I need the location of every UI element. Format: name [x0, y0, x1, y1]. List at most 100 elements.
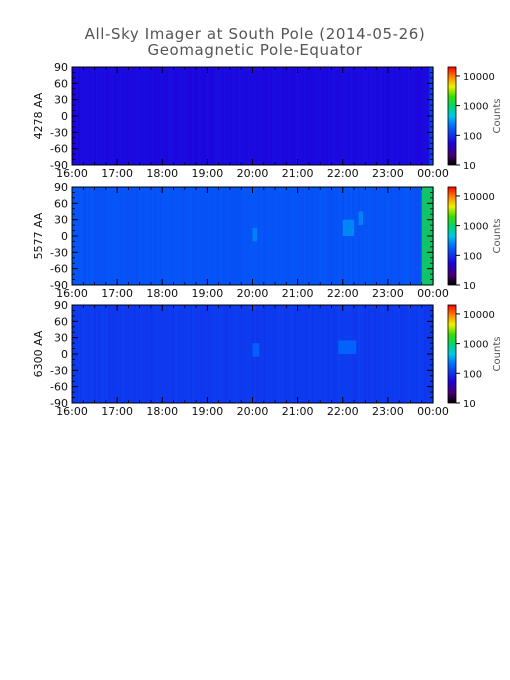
- heatmap-column: [270, 187, 272, 285]
- heatmap-column: [236, 67, 238, 165]
- heatmap-column: [284, 305, 286, 403]
- heatmap-column: [116, 187, 118, 285]
- heatmap-column: [188, 187, 190, 285]
- heatmap-column: [372, 67, 374, 165]
- heatmap-column: [198, 67, 200, 165]
- x-tick-label: 16:00: [56, 167, 88, 180]
- heatmap-column: [378, 305, 380, 403]
- heatmap-column: [94, 67, 96, 165]
- heatmap-column: [370, 187, 372, 285]
- heatmap-column: [296, 305, 298, 403]
- heatmap-column: [424, 67, 426, 165]
- heatmap-column: [172, 187, 174, 285]
- heatmap-column: [188, 305, 190, 403]
- heatmap-column: [90, 305, 92, 403]
- heatmap-column: [312, 67, 314, 165]
- heatmap-column: [114, 305, 116, 403]
- heatmap-column: [272, 305, 274, 403]
- heatmap-column: [420, 67, 422, 165]
- heatmap-column: [178, 305, 180, 403]
- heatmap-column: [252, 67, 254, 165]
- heatmap-column: [292, 305, 294, 403]
- heatmap-column: [98, 305, 100, 403]
- heatmap-column: [312, 187, 314, 285]
- heatmap-column: [224, 67, 226, 165]
- heatmap-column: [116, 67, 118, 165]
- heatmap-column: [326, 305, 328, 403]
- y-tick-label: 60: [54, 315, 68, 328]
- heatmap-column: [360, 67, 362, 165]
- heatmap-column: [392, 187, 394, 285]
- heatmap-column: [338, 67, 340, 165]
- heatmap-column: [112, 305, 114, 403]
- heatmap-column: [134, 187, 136, 285]
- heatmap-column: [158, 305, 160, 403]
- heatmap-column: [390, 67, 392, 165]
- y-tick-label: 90: [54, 61, 68, 74]
- heatmap-column: [418, 187, 420, 285]
- heatmap-column: [246, 67, 248, 165]
- heatmap-column: [134, 67, 136, 165]
- heatmap-column: [234, 187, 236, 285]
- heatmap-column: [142, 187, 144, 285]
- heatmap-column: [138, 305, 140, 403]
- heatmap-column: [310, 187, 312, 285]
- heatmap-column: [370, 67, 372, 165]
- heatmap-column: [272, 187, 274, 285]
- heatmap-column: [366, 67, 368, 165]
- heatmap-column: [316, 305, 318, 403]
- heatmap-column: [100, 187, 102, 285]
- heatmap-column: [220, 67, 222, 165]
- heatmap-column: [212, 187, 214, 285]
- heatmap-column: [350, 67, 352, 165]
- heatmap-column: [412, 187, 414, 285]
- heatmap-column: [148, 305, 150, 403]
- y-tick-label: 60: [54, 197, 68, 210]
- heatmap-column: [208, 305, 210, 403]
- heatmap-column: [184, 187, 186, 285]
- heatmap-column: [402, 67, 404, 165]
- heatmap-column: [94, 305, 96, 403]
- colorbar-tick-label: 100: [463, 251, 482, 262]
- heatmap-column: [340, 187, 342, 285]
- heatmap-column: [250, 305, 252, 403]
- heatmap-column: [156, 67, 158, 165]
- heatmap-column: [312, 305, 314, 403]
- heatmap-column: [386, 67, 388, 165]
- heatmap-column: [276, 305, 278, 403]
- heatmap-column: [226, 67, 228, 165]
- heatmap-column: [186, 187, 188, 285]
- heatmap-column: [112, 187, 114, 285]
- heatmap-column: [212, 67, 214, 165]
- heatmap-column: [236, 305, 238, 403]
- heatmap-column: [378, 67, 380, 165]
- heatmap-column: [416, 305, 418, 403]
- heatmap-column: [390, 187, 392, 285]
- heatmap-column: [282, 67, 284, 165]
- heatmap-column: [220, 187, 222, 285]
- heatmap-column: [110, 187, 112, 285]
- heatmap-column: [212, 305, 214, 403]
- heatmap-column: [136, 67, 138, 165]
- heatmap-column: [420, 305, 422, 403]
- heatmap-column: [366, 305, 368, 403]
- heatmap-column: [116, 305, 118, 403]
- heatmap-column: [276, 187, 278, 285]
- heatmap-column: [186, 305, 188, 403]
- heatmap-column: [280, 187, 282, 285]
- x-tick-label: 22:00: [327, 167, 359, 180]
- y-tick-label: 0: [61, 230, 68, 243]
- heatmap-column: [332, 187, 334, 285]
- heatmap-column: [240, 67, 242, 165]
- heatmap-column: [306, 305, 308, 403]
- heatmap-column: [282, 187, 284, 285]
- heatmap-column: [190, 187, 192, 285]
- heatmap-column: [84, 305, 86, 403]
- heatmap-column: [314, 187, 316, 285]
- heatmap-column: [266, 67, 268, 165]
- colorbar-tick-label: 1000: [463, 102, 488, 113]
- heatmap-column: [250, 187, 252, 285]
- heatmap-column: [180, 305, 182, 403]
- y-tick-label: 90: [54, 181, 68, 194]
- x-tick-label: 18:00: [146, 167, 178, 180]
